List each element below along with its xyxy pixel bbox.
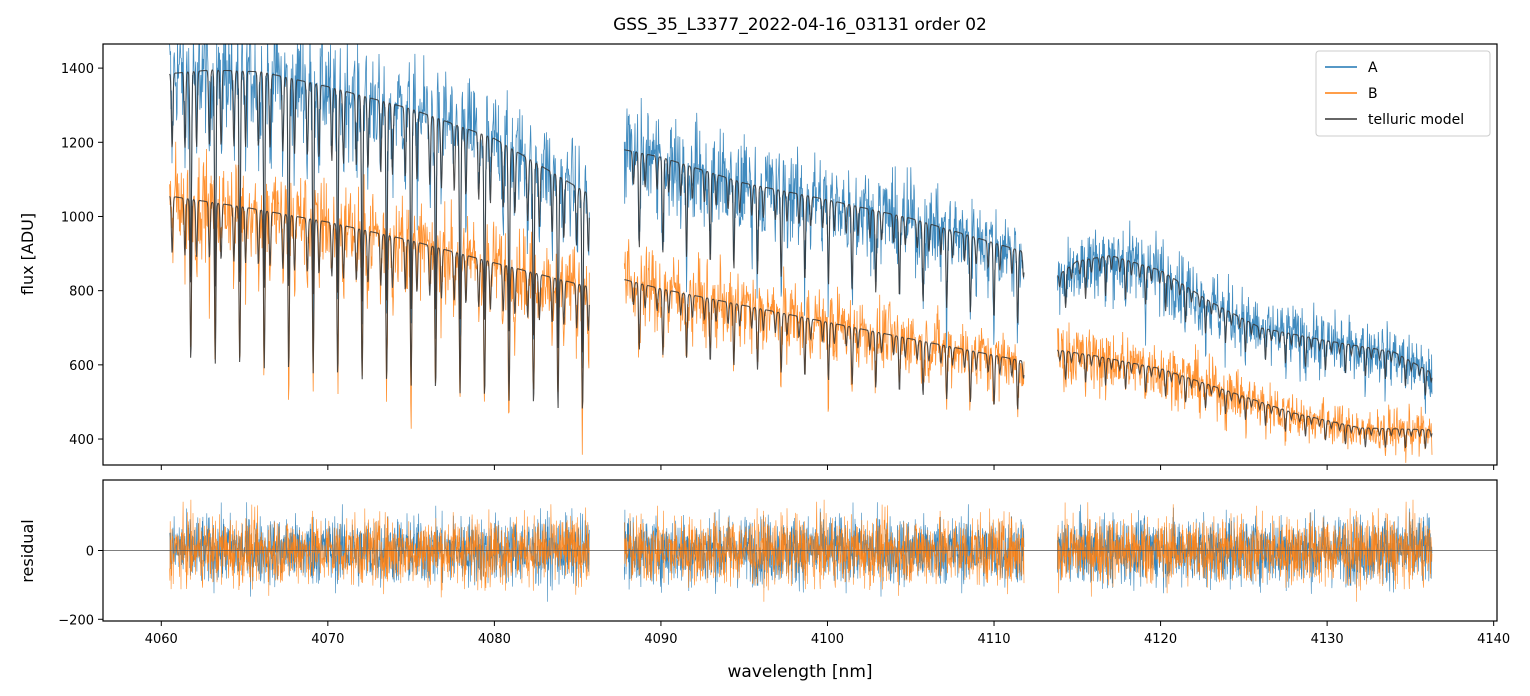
- residual-x-tick-label: 4110: [977, 632, 1010, 647]
- flux-y-tick-label: 400: [69, 433, 94, 448]
- telluric-model-b-segment-2: [624, 279, 1025, 410]
- telluric-model-a-segment-2: [624, 149, 1025, 324]
- telluric-model-b-segment-1: [169, 196, 590, 409]
- flux-y-tick-label: 1400: [61, 62, 94, 77]
- flux-y-tick-label: 1200: [61, 136, 94, 151]
- residual-x-tick-label: 4130: [1311, 632, 1344, 647]
- telluric-model-b-segment-3: [1056, 349, 1433, 449]
- series-a-segment-3: [1056, 220, 1433, 414]
- residual-x-tick-label: 4120: [1144, 632, 1177, 647]
- legend-label-a: A: [1368, 60, 1378, 76]
- residual-x-tick-label: 4090: [644, 632, 677, 647]
- flux-axes-frame: [102, 43, 1498, 466]
- flux-y-ticks: 400 600 800 1000 1200 1400: [61, 62, 103, 448]
- series-a-segment-2: [623, 97, 1025, 349]
- legend: A B telluric model: [1315, 50, 1491, 137]
- telluric-model-a-segment-1: [169, 69, 590, 353]
- flux-y-axis-label: flux [ADU]: [18, 213, 37, 295]
- residual-x-tick-label: 4100: [811, 632, 844, 647]
- flux-y-tick-label: 600: [69, 359, 94, 374]
- residual-plot-area: [103, 499, 1497, 602]
- residual-y-tick-label: −200: [58, 613, 94, 628]
- series-b-segment-2: [623, 239, 1025, 418]
- residual-x-ticks: 4060 4070 4080 4090 4100 4110 4120 4130 4140: [145, 621, 1510, 647]
- flux-plot-area: [169, 44, 1433, 463]
- residual-b-segment-3: [1057, 499, 1433, 602]
- residual-x-tick-label: 4080: [478, 632, 511, 647]
- legend-label-telluric-model: telluric model: [1368, 112, 1464, 128]
- chart-title: GSS_35_L3377_2022-04-16_03131 order 02: [613, 15, 987, 35]
- residual-x-tick-label: 4070: [311, 632, 344, 647]
- residual-y-ticks: −200 0: [58, 545, 103, 628]
- x-axis-label: wavelength [nm]: [727, 662, 872, 682]
- series-b-segment-3: [1056, 322, 1433, 463]
- residual-x-tick-label: 4060: [145, 632, 178, 647]
- residual-x-tick-label: 4140: [1477, 632, 1510, 647]
- residual-b-segment-2: [624, 499, 1025, 602]
- residual-y-axis-label: residual: [18, 519, 37, 582]
- residual-y-tick-label: 0: [86, 545, 94, 560]
- telluric-model-a-segment-3: [1057, 255, 1433, 396]
- flux-x-ticks: [160, 465, 1495, 470]
- residual-b-segment-1: [169, 499, 590, 598]
- flux-y-tick-label: 800: [69, 285, 94, 300]
- legend-label-b: B: [1368, 86, 1378, 102]
- flux-y-tick-label: 1000: [61, 210, 94, 225]
